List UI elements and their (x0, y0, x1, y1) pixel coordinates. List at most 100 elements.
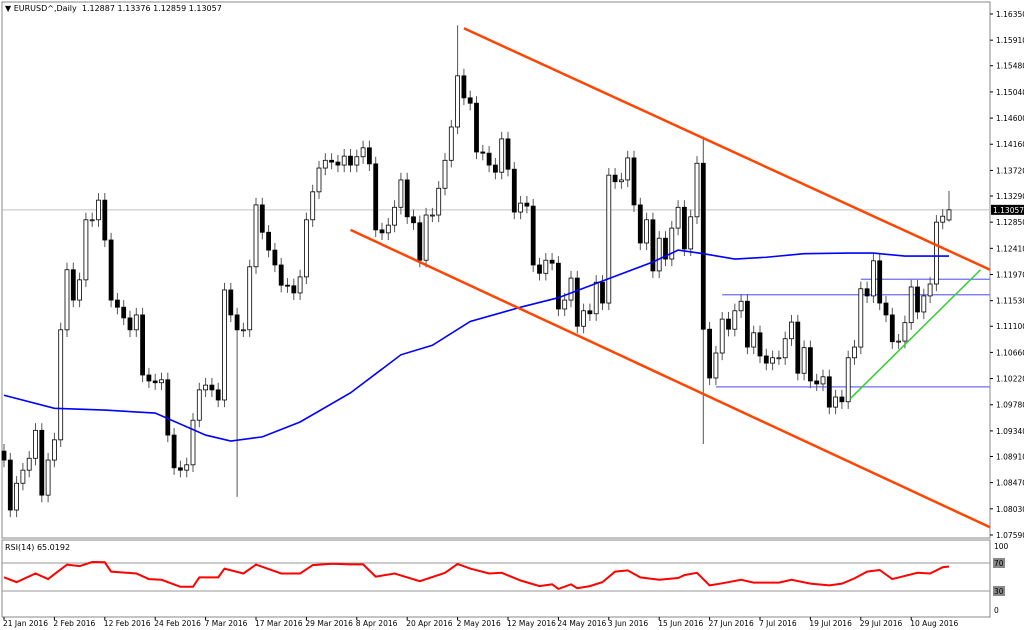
candle-body (146, 374, 152, 382)
y-tick-label: 1.14160 (996, 140, 1024, 149)
candle-body (360, 147, 366, 158)
candle (58, 322, 64, 447)
candle (845, 350, 851, 409)
candle (808, 340, 813, 389)
candle-body (171, 434, 177, 469)
candle-body (719, 318, 725, 354)
x-tick-label: 21 Jan 2016 (3, 619, 48, 628)
candle-body (682, 206, 687, 250)
candle (480, 144, 486, 161)
candle-body (341, 155, 347, 166)
candle-body (738, 300, 744, 312)
candle-body (310, 191, 316, 221)
candle (694, 156, 700, 224)
candle (259, 197, 265, 240)
candle-body (474, 102, 479, 153)
candle (921, 288, 927, 320)
candle-body (385, 224, 391, 234)
candle (404, 172, 410, 224)
candle (215, 382, 221, 408)
candle-body (921, 295, 927, 313)
candle-body (209, 384, 215, 391)
candle-body (115, 299, 120, 308)
rsi-line (3, 561, 950, 591)
y-tick-label: 1.15480 (996, 62, 1024, 71)
uptrend-trendline (849, 269, 982, 400)
candle (341, 149, 347, 173)
candle-body (417, 222, 423, 261)
candle (285, 278, 290, 293)
candle (751, 325, 757, 355)
x-tick-label: 12 Feb 2016 (104, 619, 151, 628)
candle (877, 253, 883, 311)
candle-body (877, 260, 883, 304)
candle (505, 131, 511, 177)
candle-body (896, 340, 901, 343)
y-tick-label: 1.08030 (996, 505, 1024, 514)
candle-body (348, 155, 353, 166)
candle (820, 369, 826, 392)
candle-body (70, 269, 76, 301)
candle (669, 220, 675, 267)
candle (266, 225, 272, 258)
candle (146, 367, 152, 389)
candle-body (322, 159, 328, 169)
candle-body (505, 138, 511, 170)
candle (70, 262, 76, 308)
ohlc-readout: 1.12887 1.13376 1.12859 1.13057 (81, 4, 222, 13)
candle (127, 310, 133, 337)
candle (871, 253, 876, 304)
candle (726, 311, 731, 337)
candle-body (121, 306, 127, 319)
candle (688, 209, 694, 257)
candle (310, 184, 316, 227)
triangle-down-icon[interactable]: ▼ (5, 4, 14, 13)
rsi-tick-label: 0 (994, 606, 999, 615)
candle (940, 209, 946, 230)
candle-body (329, 159, 335, 163)
candle-body (845, 357, 851, 403)
candle (858, 281, 864, 355)
candle (927, 276, 933, 304)
candle (297, 269, 303, 301)
rsi-tick-label: 100 (994, 542, 1009, 551)
candle-body (726, 318, 731, 330)
candle-body (379, 229, 385, 234)
candle (492, 157, 498, 180)
candle-body (259, 204, 265, 233)
candle (619, 172, 624, 189)
candle (801, 340, 807, 381)
x-tick-label: 27 Jun 2016 (709, 619, 754, 628)
y-tick-label: 1.09780 (996, 401, 1024, 410)
candle (423, 207, 429, 268)
candle-body (366, 147, 372, 165)
candle (316, 160, 322, 199)
candle-body (713, 352, 719, 379)
candle-body (675, 206, 681, 229)
candle-body (492, 164, 498, 173)
candle (946, 190, 952, 222)
candle-body (33, 429, 38, 459)
candle (52, 432, 57, 468)
candle-body (511, 168, 517, 213)
candle-body (480, 151, 486, 154)
candle-body (700, 162, 706, 330)
candle-body (1, 450, 7, 461)
candle-body (732, 310, 738, 330)
y-tick-label: 1.16350 (996, 10, 1024, 19)
candle-body (127, 317, 133, 331)
rsi-tick-label: 70 (994, 559, 1004, 568)
x-tick-label: 10 Aug 2016 (910, 619, 958, 628)
candle-body (165, 379, 171, 436)
candle (1, 443, 7, 468)
candle-body (833, 396, 838, 408)
candle-body (751, 332, 757, 348)
candle (64, 262, 70, 337)
candle (89, 212, 95, 227)
candle (738, 294, 744, 318)
candle (745, 294, 750, 355)
candle-body (291, 285, 297, 294)
candle-body (404, 179, 410, 218)
candle-body (871, 260, 876, 297)
